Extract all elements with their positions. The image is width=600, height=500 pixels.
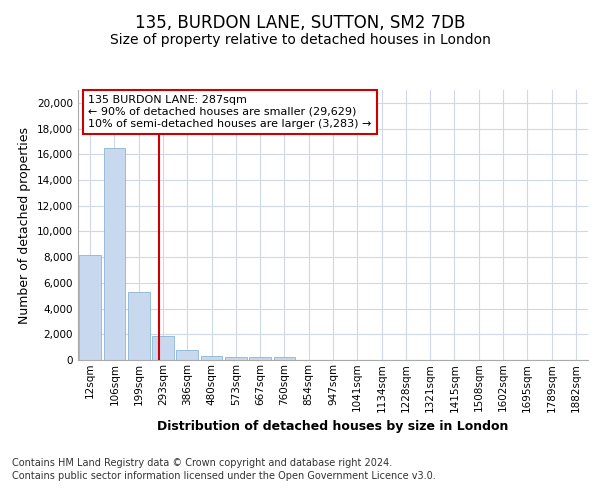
Bar <box>79 255 101 360</box>
Text: 135, BURDON LANE, SUTTON, SM2 7DB: 135, BURDON LANE, SUTTON, SM2 7DB <box>135 14 465 32</box>
X-axis label: Distribution of detached houses by size in London: Distribution of detached houses by size … <box>157 420 509 433</box>
Bar <box>200 356 223 360</box>
Text: 135 BURDON LANE: 287sqm
← 90% of detached houses are smaller (29,629)
10% of sem: 135 BURDON LANE: 287sqm ← 90% of detache… <box>88 96 371 128</box>
Bar <box>249 357 271 360</box>
Text: Contains HM Land Registry data © Crown copyright and database right 2024.: Contains HM Land Registry data © Crown c… <box>12 458 392 468</box>
Bar <box>225 357 247 360</box>
Text: Contains public sector information licensed under the Open Government Licence v3: Contains public sector information licen… <box>12 471 436 481</box>
Bar <box>274 357 295 360</box>
Bar <box>104 148 125 360</box>
Y-axis label: Number of detached properties: Number of detached properties <box>19 126 31 324</box>
Text: Size of property relative to detached houses in London: Size of property relative to detached ho… <box>110 33 490 47</box>
Bar <box>176 350 198 360</box>
Bar <box>128 292 149 360</box>
Bar <box>152 336 174 360</box>
